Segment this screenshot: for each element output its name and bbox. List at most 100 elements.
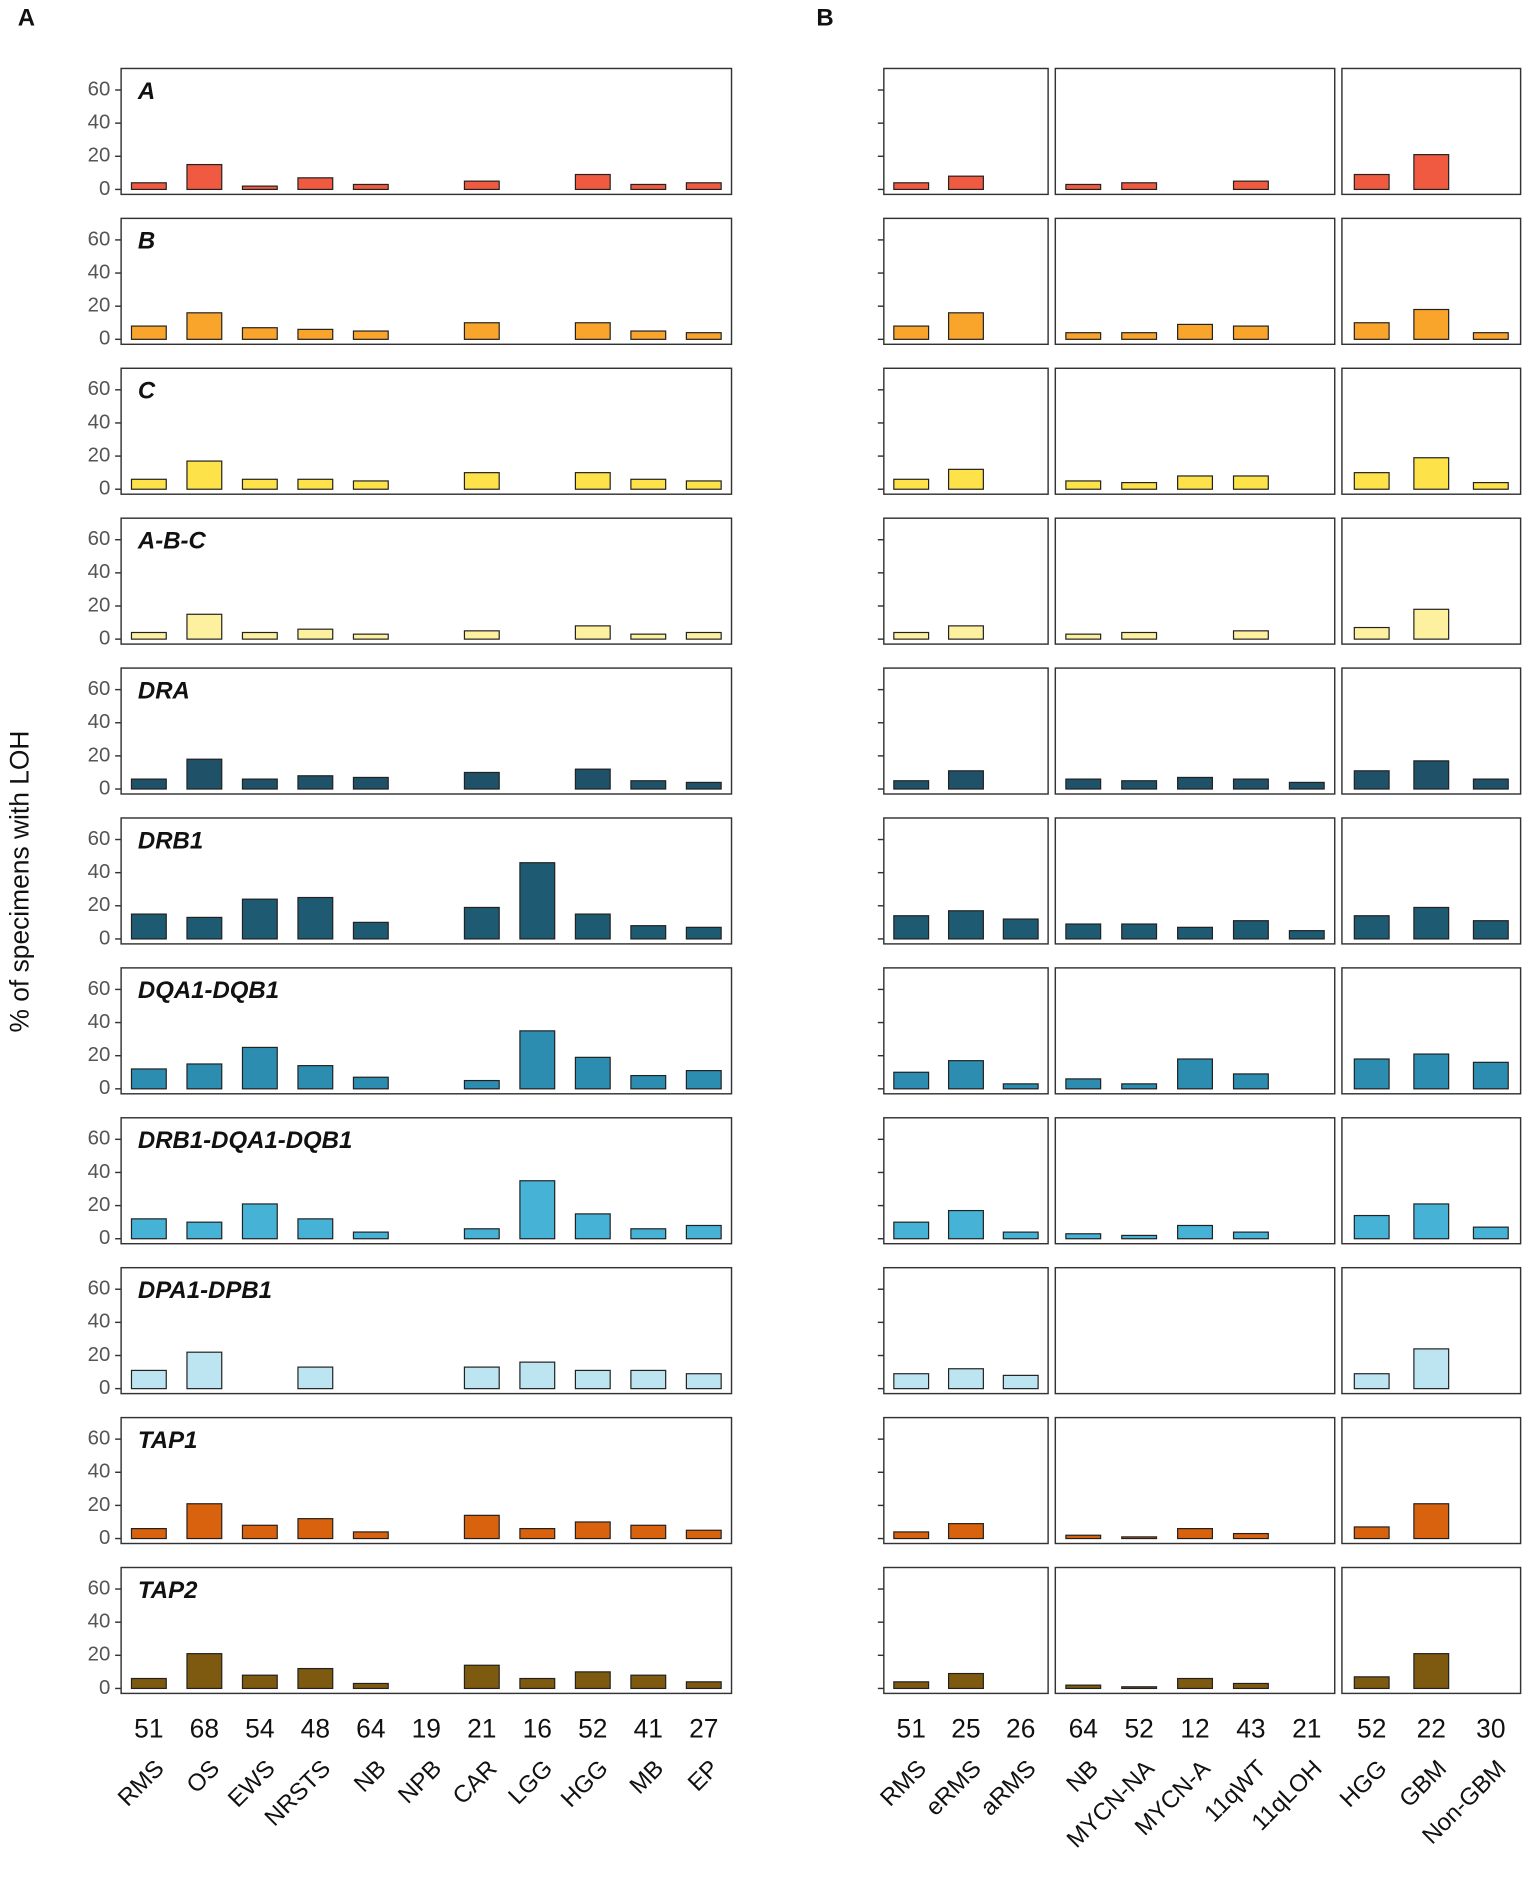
bar	[1065, 923, 1102, 940]
bar	[1353, 1373, 1390, 1390]
y-tick-label: 0	[99, 1227, 110, 1249]
bar	[297, 775, 334, 790]
facet-frame	[1054, 367, 1336, 495]
bar	[893, 1531, 930, 1540]
bar	[1413, 308, 1450, 340]
bar	[947, 1523, 984, 1540]
bar	[1472, 920, 1509, 940]
facet-frame	[883, 217, 1049, 346]
bar	[463, 906, 500, 940]
series-label: DRA	[138, 677, 190, 704]
bar	[685, 182, 722, 191]
bar	[352, 633, 389, 640]
bar	[1065, 1078, 1102, 1090]
bar	[574, 1671, 611, 1690]
bar	[130, 778, 167, 790]
facet-frame	[1341, 667, 1522, 795]
bar	[1232, 920, 1269, 940]
y-tick-label: 0	[99, 478, 110, 500]
bar	[947, 1060, 984, 1090]
count-label: 52	[1124, 1714, 1153, 1744]
bar	[1353, 472, 1390, 490]
bar	[186, 1063, 223, 1090]
bar	[186, 758, 223, 790]
bar	[1413, 760, 1450, 790]
x-tick-label: NB	[349, 1755, 392, 1798]
count-label: 48	[301, 1714, 330, 1744]
bar	[1177, 323, 1214, 340]
bar	[463, 322, 500, 340]
x-tick-label: NB	[1061, 1755, 1104, 1798]
bar	[574, 472, 611, 490]
bar	[463, 1514, 500, 1540]
bar	[1177, 475, 1214, 490]
y-tick-label: 60	[88, 978, 111, 1000]
y-tick-label: 40	[88, 711, 111, 733]
bar	[463, 1079, 500, 1090]
bar	[630, 330, 667, 340]
bar	[130, 631, 167, 640]
bar	[352, 1076, 389, 1090]
bar	[463, 1228, 500, 1240]
bar	[519, 1180, 556, 1240]
x-tick-label: OS	[181, 1755, 225, 1799]
bar	[1413, 1053, 1450, 1090]
y-tick-label: 20	[88, 1494, 111, 1516]
y-tick-label: 60	[88, 1428, 111, 1450]
bar	[1232, 1073, 1269, 1090]
count-label: 30	[1476, 1714, 1505, 1744]
y-tick-label: 0	[99, 1527, 110, 1549]
bar	[685, 480, 722, 490]
facet-frame	[120, 817, 733, 945]
y-tick-label: 60	[88, 1278, 111, 1300]
count-label: 41	[634, 1714, 663, 1744]
count-label: 54	[245, 1714, 274, 1744]
bar	[1232, 180, 1269, 191]
bar	[1065, 1684, 1102, 1690]
bar	[630, 1228, 667, 1240]
bar	[186, 1351, 223, 1390]
bar	[1472, 778, 1509, 790]
bar	[1177, 1224, 1214, 1240]
x-tick-label: HGG	[1335, 1755, 1393, 1813]
facet-frame	[120, 967, 733, 1095]
bar	[574, 1213, 611, 1240]
bar	[1353, 915, 1390, 940]
bar	[186, 1221, 223, 1240]
y-tick-label: 20	[88, 295, 111, 317]
y-tick-label: 40	[88, 411, 111, 433]
facet-frame	[1054, 1416, 1336, 1545]
y-tick-label: 0	[99, 628, 110, 650]
facet-frame	[1341, 517, 1522, 645]
facet-frame	[1054, 517, 1336, 645]
bar	[241, 1524, 278, 1540]
facet-frame	[1054, 1117, 1336, 1245]
facet-frame	[883, 1266, 1049, 1395]
y-tick-label: 40	[88, 112, 111, 134]
bar	[352, 776, 389, 790]
bar	[241, 185, 278, 191]
count-label: 64	[1069, 1714, 1098, 1744]
bar	[1002, 1231, 1039, 1240]
facet-frame	[1341, 1266, 1522, 1395]
series-label: B	[138, 228, 155, 255]
bar	[1121, 1234, 1158, 1240]
bar	[1065, 633, 1102, 640]
facet-frame	[120, 667, 733, 795]
bar	[1413, 154, 1450, 191]
y-tick-label: 0	[99, 927, 110, 949]
y-tick-label: 60	[88, 678, 111, 700]
count-label: 52	[1357, 1714, 1386, 1744]
bar	[1121, 481, 1158, 490]
bar	[947, 625, 984, 640]
count-label: 25	[951, 1714, 980, 1744]
bar	[1413, 1503, 1450, 1540]
bar	[352, 921, 389, 940]
series-label: DRB1	[138, 827, 203, 854]
facet-frame	[883, 1416, 1049, 1545]
bar	[1002, 1083, 1039, 1090]
count-label: 52	[578, 1714, 607, 1744]
bar	[186, 312, 223, 340]
bar	[130, 1218, 167, 1240]
